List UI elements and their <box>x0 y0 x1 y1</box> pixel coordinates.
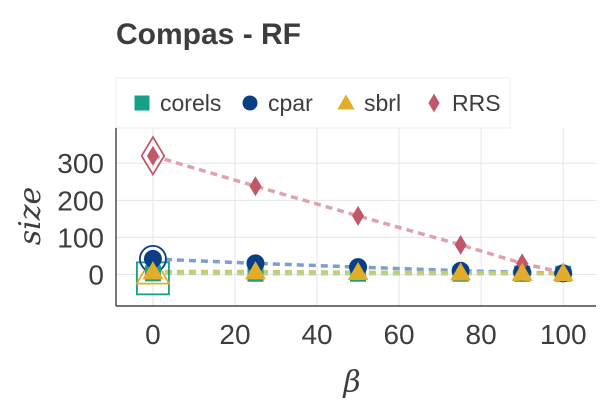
x-tick-label: 0 <box>145 319 161 350</box>
legend-marker-corels <box>134 95 150 111</box>
legend-label-corels: corels <box>160 90 221 116</box>
x-tick-label: 40 <box>301 319 332 350</box>
y-tick-label: 0 <box>88 259 104 290</box>
x-tick-label: 80 <box>466 319 497 350</box>
point-sbrl-top <box>552 263 574 282</box>
tick-labels: 0 20 40 60 80 100 0 100 200 300 <box>57 148 586 350</box>
point-cpar <box>143 249 162 268</box>
highlight-RRS <box>140 135 166 177</box>
legend-marker-sbrl <box>337 94 355 110</box>
point-RRS <box>352 205 365 226</box>
legend-marker-cpar <box>242 95 258 111</box>
point-sbrl-top <box>142 261 164 280</box>
point-sbrl-top <box>450 262 471 281</box>
legend-marker-RRS <box>428 93 440 113</box>
x-tick-label: 20 <box>219 319 250 350</box>
data-points <box>142 145 574 283</box>
point-RRS <box>454 234 467 255</box>
point-sbrl-top <box>347 261 369 281</box>
legend-box <box>115 77 511 129</box>
chart-title: Compas - RF <box>116 18 301 51</box>
point-sbrl-top <box>511 262 533 281</box>
legend-label-RRS: RRS <box>452 90 501 116</box>
legend: corels cpar sbrl RRS <box>115 77 511 129</box>
y-tick-label: 300 <box>57 148 104 179</box>
point-RRS <box>146 145 159 166</box>
point-sbrl-top <box>245 261 266 280</box>
y-tick-label: 100 <box>57 222 104 253</box>
point-RRS <box>249 176 262 197</box>
x-tick-label: 100 <box>540 319 587 350</box>
axes <box>115 128 596 307</box>
legend-label-cpar: cpar <box>268 90 313 116</box>
legend-label-sbrl: sbrl <box>364 90 401 116</box>
x-tick-label: 60 <box>383 319 414 350</box>
y-axis-label: size <box>13 187 48 246</box>
y-tick-label: 200 <box>57 185 104 216</box>
x-axis-label: β <box>342 365 360 400</box>
series-line-RRS <box>152 154 564 275</box>
